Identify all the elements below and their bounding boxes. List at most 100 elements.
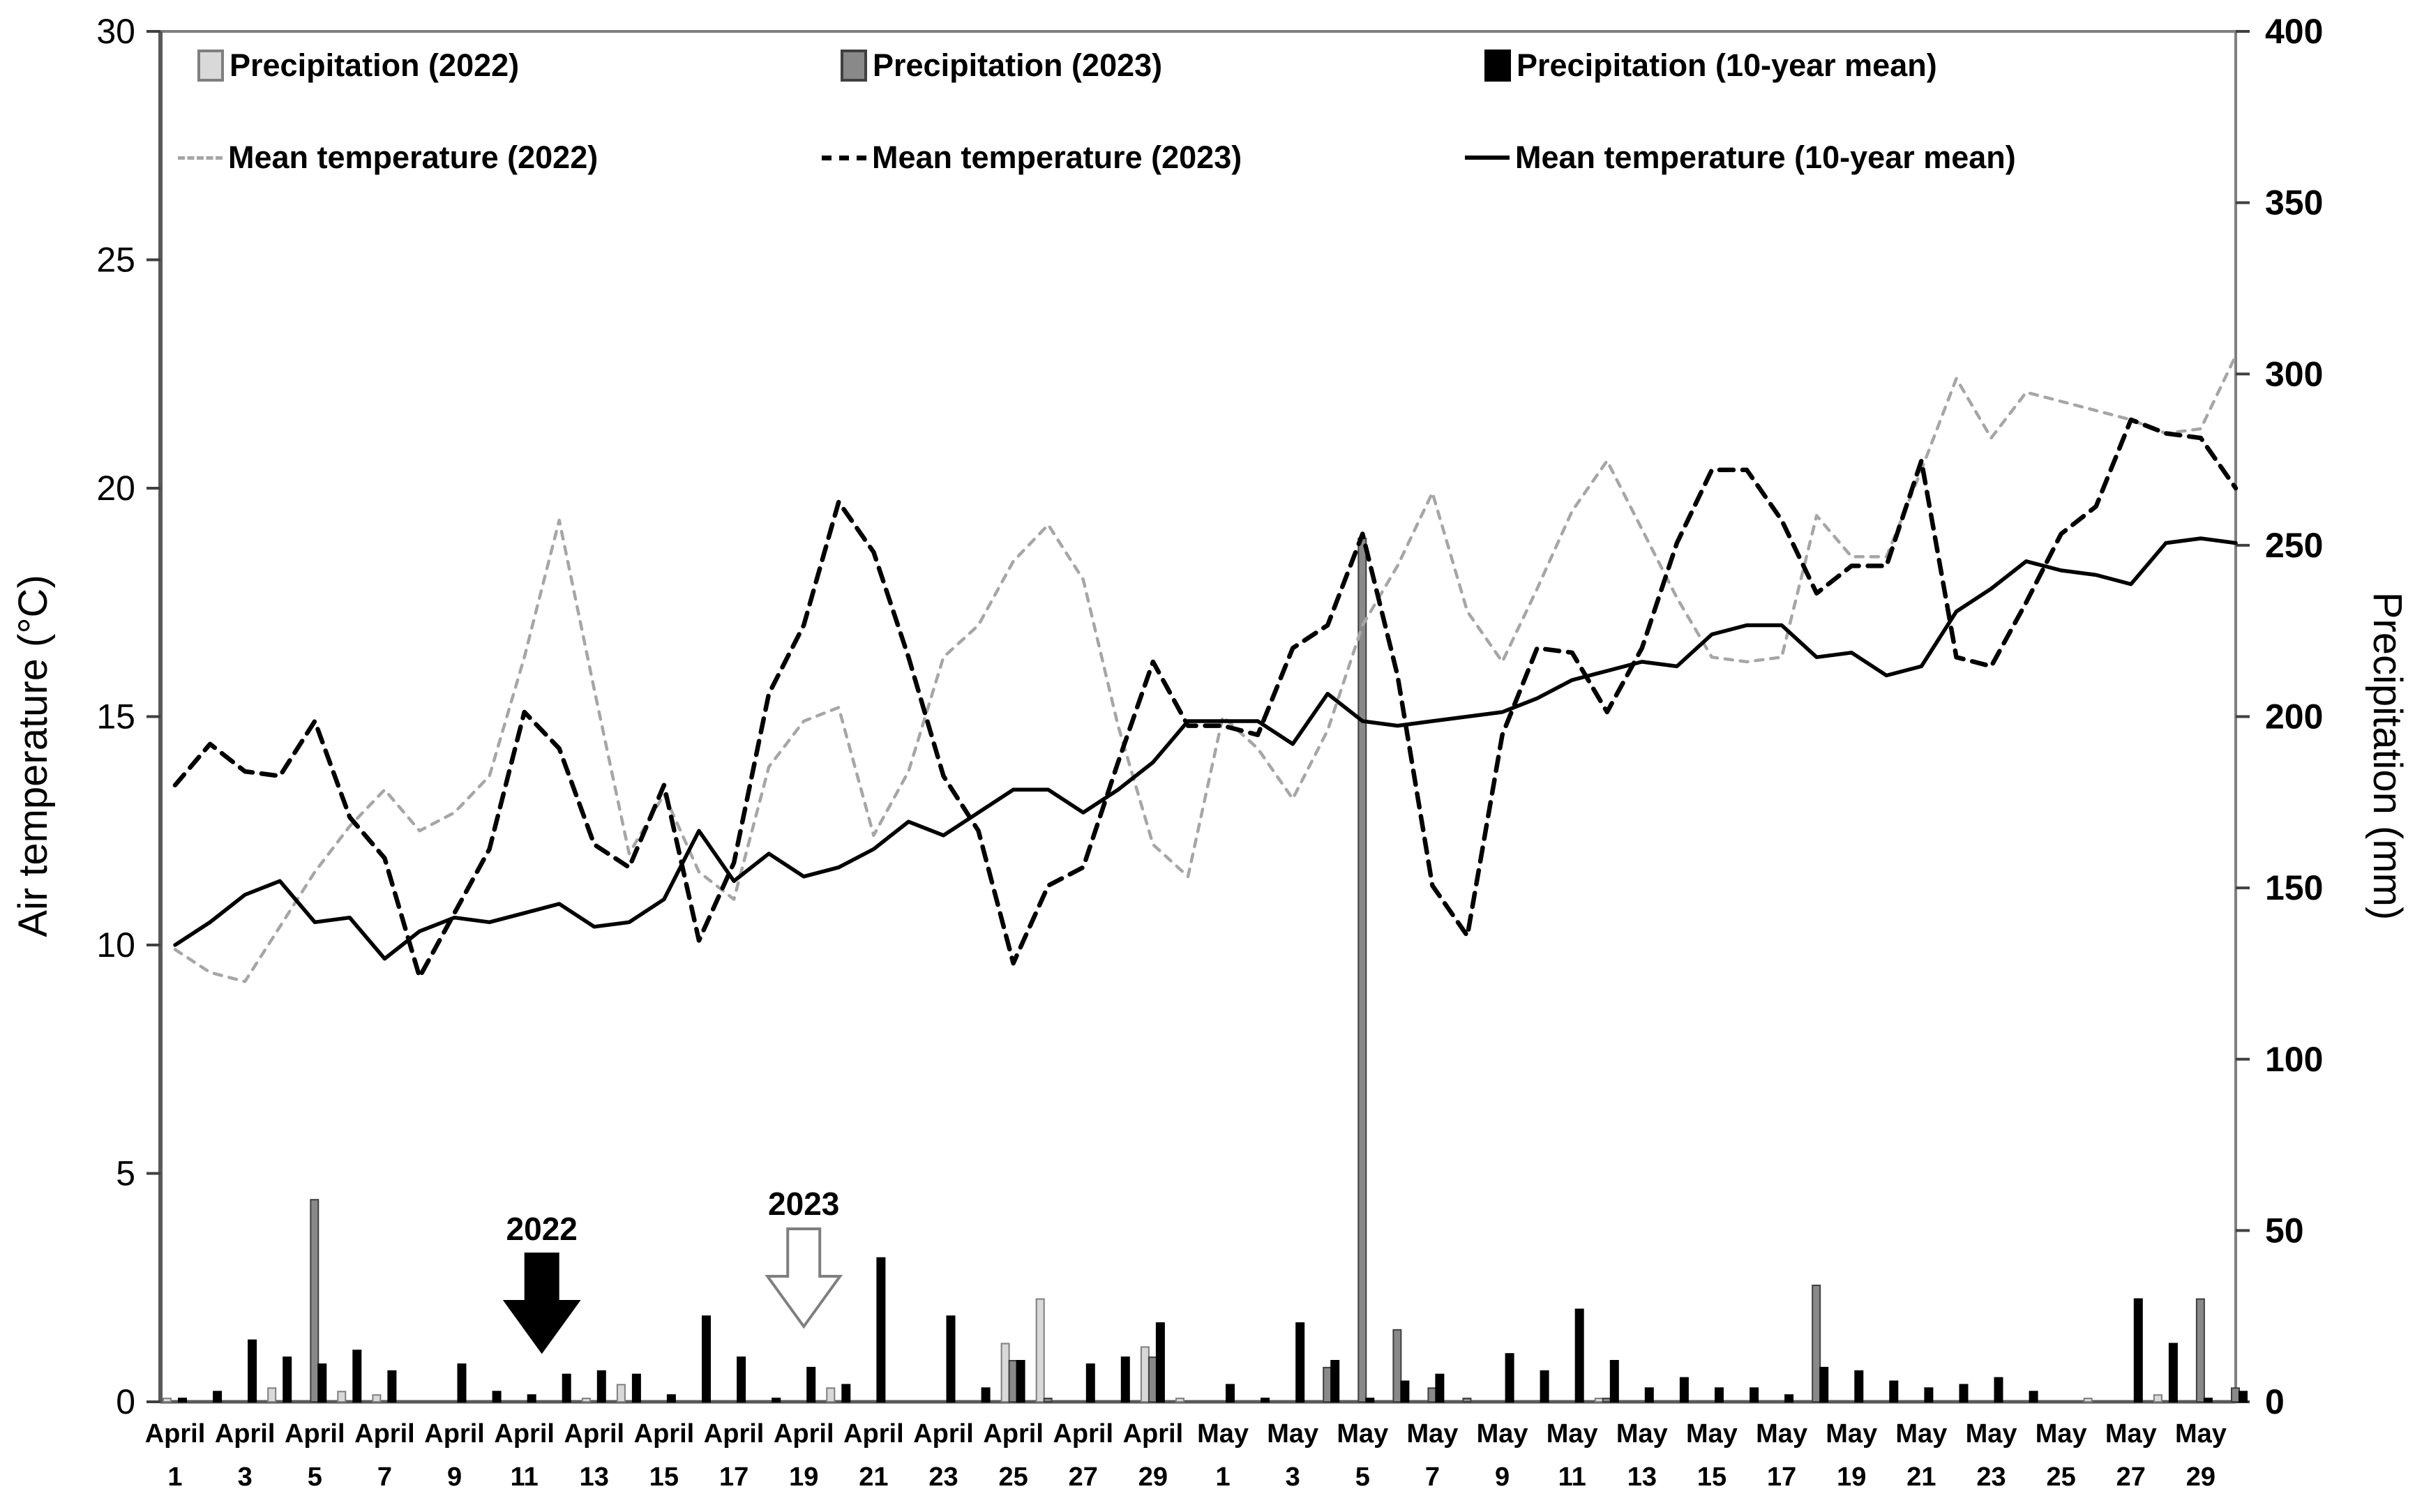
bar <box>1750 1387 1759 1403</box>
x-tick-day: 7 <box>377 1462 392 1492</box>
x-tick-day: 13 <box>580 1462 609 1492</box>
right-tick-label: 250 <box>2265 526 2323 565</box>
x-tick-day: 5 <box>308 1462 322 1492</box>
left-tick-label: 10 <box>96 925 135 965</box>
annotation-2023: 2023 <box>765 1186 843 1329</box>
bar <box>163 1398 172 1403</box>
x-tick-month: May <box>1616 1419 1668 1449</box>
bar <box>1357 538 1367 1403</box>
bar <box>1140 1346 1150 1403</box>
legend-item-precip-2023: Precipitation (2023) <box>841 47 1162 84</box>
bar <box>1602 1398 1611 1403</box>
bar <box>596 1370 606 1403</box>
bar <box>631 1373 641 1403</box>
x-tick-month: April <box>424 1419 485 1449</box>
left-tick-label: 0 <box>116 1382 135 1421</box>
temp-2023-line-icon <box>822 155 866 160</box>
bar <box>337 1391 347 1403</box>
x-tick-month: May <box>1686 1419 1738 1449</box>
x-tick-month: April <box>704 1419 765 1449</box>
x-tick-day: 15 <box>649 1462 679 1492</box>
bar <box>1175 1398 1184 1403</box>
x-tick-day: 9 <box>1495 1462 1510 1492</box>
bar <box>1959 1384 1969 1403</box>
x-tick-day: 5 <box>1355 1462 1370 1492</box>
bar <box>352 1350 362 1403</box>
right-tick-label: 200 <box>2265 697 2323 736</box>
bar <box>1261 1398 1270 1403</box>
legend-item-temp-10yr: Mean temperature (10-year mean) <box>1465 139 2016 176</box>
x-tick-day: 27 <box>1069 1462 1098 1492</box>
bar <box>1889 1380 1899 1403</box>
bar <box>1085 1363 1095 1403</box>
right-tick-label: 50 <box>2265 1211 2304 1250</box>
bar <box>2083 1398 2093 1403</box>
bar <box>737 1356 746 1403</box>
x-tick-day: 19 <box>789 1462 818 1492</box>
legend-label: Precipitation (2023) <box>873 47 1163 83</box>
bar <box>387 1370 397 1403</box>
annotation-label: 2023 <box>768 1186 839 1222</box>
bar <box>1644 1387 1654 1403</box>
bar <box>213 1391 223 1403</box>
bar <box>178 1398 187 1403</box>
bar <box>1330 1360 1340 1403</box>
bar <box>248 1339 257 1403</box>
bar <box>616 1384 626 1403</box>
legend-label: Mean temperature (10-year mean) <box>1515 139 2016 175</box>
x-tick-day: 25 <box>998 1462 1028 1492</box>
bar <box>1812 1285 1821 1403</box>
right-tick-label: 150 <box>2265 868 2323 907</box>
plot-frame <box>158 30 2237 1404</box>
bar <box>1226 1384 1235 1403</box>
x-tick-month: May <box>1337 1419 1388 1449</box>
left-tick-label: 15 <box>96 697 135 736</box>
legend-item-precip-10yr: Precipitation (10-year mean) <box>1484 47 1937 84</box>
bar <box>1994 1377 2003 1403</box>
annotation-2022: 2022 <box>502 1211 581 1354</box>
bar <box>527 1394 536 1403</box>
bar <box>666 1394 676 1403</box>
x-tick-day: 23 <box>928 1462 958 1492</box>
bar <box>2239 1391 2248 1403</box>
bar <box>562 1373 571 1403</box>
x-tick-day: 1 <box>167 1462 182 1492</box>
x-tick-day: 15 <box>1697 1462 1726 1492</box>
x-tick-month: May <box>2105 1419 2157 1449</box>
x-tick-month: April <box>1123 1419 1184 1449</box>
legend-item-temp-2023: Mean temperature (2023) <box>822 139 1242 176</box>
temp-line-2023 <box>172 417 2239 980</box>
bar <box>1609 1360 1619 1403</box>
x-tick-day: 11 <box>511 1462 539 1492</box>
bar <box>1462 1398 1472 1403</box>
x-tick-day: 29 <box>2186 1462 2215 1492</box>
temp-2022-line-icon <box>178 156 223 160</box>
x-tick-day: 7 <box>1425 1462 1440 1492</box>
x-tick-month: April <box>215 1419 276 1449</box>
bar <box>1854 1370 1864 1403</box>
bar <box>1924 1387 1934 1403</box>
right-axis: 0 50 100 150 200 250 300 350 400 <box>2236 12 2323 1421</box>
bar <box>1540 1370 1549 1403</box>
x-tick-month: April <box>145 1419 206 1449</box>
x-tick-day: 11 <box>1558 1462 1586 1492</box>
bar <box>981 1387 991 1403</box>
bar <box>1594 1398 1604 1403</box>
left-tick-label: 20 <box>96 469 135 508</box>
left-axis: 0 5 10 15 20 25 30 <box>96 12 160 1421</box>
left-tick-label: 25 <box>96 241 135 280</box>
bar <box>1574 1308 1584 1403</box>
bar <box>1155 1322 1165 1403</box>
right-tick-label: 350 <box>2265 183 2323 222</box>
x-tick-day: 19 <box>1837 1462 1866 1492</box>
bar <box>1323 1366 1332 1403</box>
bar <box>1365 1398 1375 1403</box>
bar <box>1819 1366 1829 1403</box>
bar <box>317 1363 327 1403</box>
right-axis-title: Precipitation (mm) <box>2365 591 2410 921</box>
bar <box>2203 1398 2213 1403</box>
bar <box>492 1391 502 1403</box>
annotation-label: 2022 <box>506 1211 578 1247</box>
bar <box>457 1363 467 1403</box>
